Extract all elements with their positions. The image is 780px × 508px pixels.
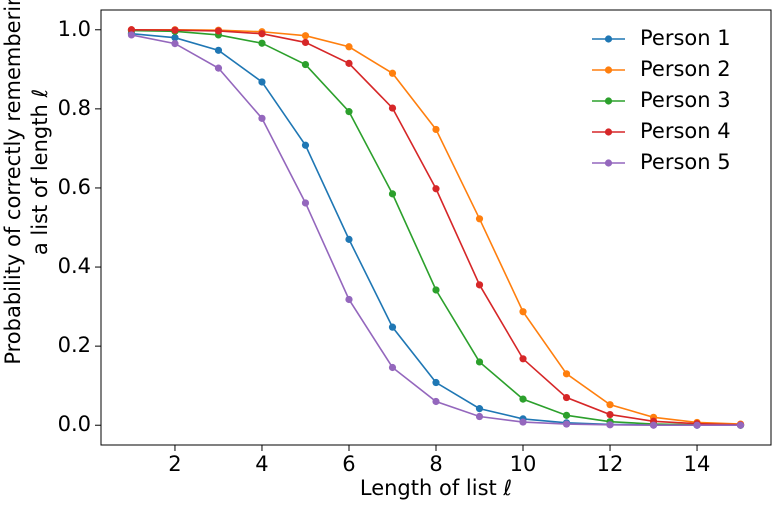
data-point <box>301 38 310 47</box>
data-point <box>475 412 484 421</box>
data-point <box>562 411 571 419</box>
data-point <box>345 108 353 116</box>
data-point <box>562 393 571 402</box>
data-point <box>475 405 484 413</box>
x-tick-label: 6 <box>342 452 355 476</box>
data-point <box>127 31 136 39</box>
data-point <box>475 281 484 289</box>
data-point <box>345 235 353 243</box>
x-tick-label: 4 <box>255 452 268 476</box>
data-point <box>214 64 223 72</box>
y-tick-label: 1.0 <box>58 17 91 41</box>
data-point <box>519 395 527 403</box>
data-point <box>432 125 440 134</box>
legend-label: Person 4 <box>640 119 731 143</box>
data-point <box>693 421 701 429</box>
data-point <box>388 363 397 372</box>
data-point <box>301 32 310 40</box>
x-tick-label: 12 <box>597 452 624 476</box>
data-point <box>345 295 353 304</box>
legend-label: Person 2 <box>640 57 731 81</box>
data-point <box>214 27 223 35</box>
y-axis-label: Probability of correctly remembering <box>1 0 25 365</box>
data-point <box>606 421 614 429</box>
data-point <box>345 59 353 67</box>
data-point <box>258 39 266 47</box>
data-point <box>171 26 179 34</box>
y-tick-label: 0.2 <box>58 333 91 357</box>
data-point <box>736 421 745 429</box>
data-point <box>432 397 440 406</box>
data-point <box>301 60 310 69</box>
y-tick-label: 0.0 <box>58 412 91 436</box>
y-tick-label: 0.6 <box>58 175 91 199</box>
y-tick-label: 0.4 <box>58 254 91 278</box>
data-point <box>519 308 527 316</box>
legend-marker <box>604 35 613 43</box>
data-point <box>388 323 397 331</box>
data-point <box>171 40 179 48</box>
data-point <box>388 104 397 112</box>
data-point <box>388 190 397 198</box>
data-point <box>475 215 484 223</box>
data-point <box>258 114 266 122</box>
data-point <box>606 410 614 419</box>
legend-label: Person 1 <box>640 26 731 50</box>
y-axis-label: a list of length ℓ <box>28 89 52 255</box>
data-point <box>214 46 223 54</box>
data-point <box>475 358 484 366</box>
data-point <box>562 420 571 428</box>
x-axis-label: Length of list ℓ <box>360 476 512 500</box>
data-point <box>649 421 658 429</box>
legend-marker <box>604 97 613 105</box>
x-tick-label: 10 <box>510 452 537 476</box>
data-point <box>432 286 440 294</box>
legend-label: Person 3 <box>640 88 731 112</box>
x-tick-label: 2 <box>168 452 181 476</box>
legend-marker <box>604 66 613 74</box>
data-point <box>345 43 353 51</box>
legend-marker <box>604 128 613 136</box>
data-point <box>171 34 179 42</box>
data-point <box>388 69 397 77</box>
y-tick-label: 0.8 <box>58 96 91 120</box>
data-point <box>432 378 440 387</box>
legend-marker <box>604 159 613 167</box>
data-point <box>258 30 266 38</box>
x-tick-label: 14 <box>684 452 711 476</box>
legend-label: Person 5 <box>640 150 731 174</box>
data-point <box>258 78 266 86</box>
data-point <box>519 355 527 363</box>
data-point <box>519 418 527 426</box>
data-point <box>301 141 310 149</box>
data-point <box>606 401 614 409</box>
data-point <box>301 199 310 207</box>
data-point <box>562 370 571 378</box>
data-point <box>432 185 440 193</box>
data-point <box>127 26 136 34</box>
x-tick-label: 8 <box>429 452 442 476</box>
